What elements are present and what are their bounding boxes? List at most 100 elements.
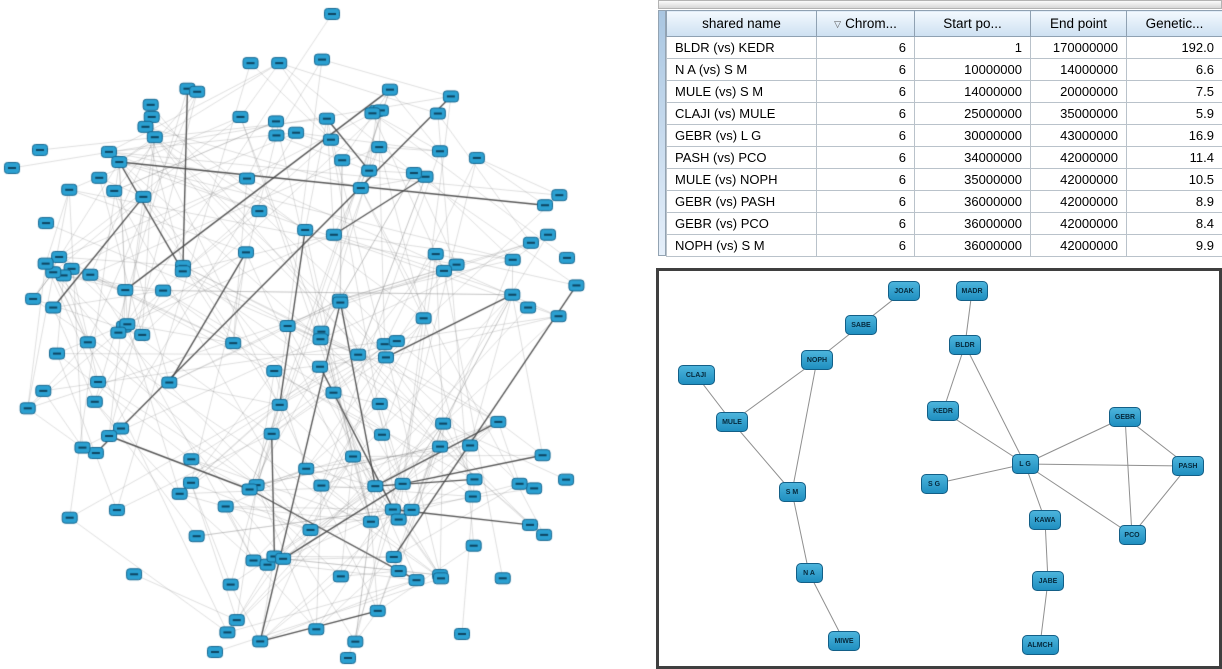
subnetwork-edge[interactable] bbox=[933, 463, 1026, 485]
table-cell: 6 bbox=[816, 146, 915, 169]
table-cell: 6 bbox=[816, 234, 915, 257]
subnetwork-edges-layer bbox=[695, 290, 1189, 646]
network-node-kedr[interactable]: KEDR bbox=[927, 401, 959, 421]
attribute-table: shared name ▽ Chrom... Start po... End po… bbox=[666, 10, 1222, 257]
table-cell: 6.6 bbox=[1126, 58, 1222, 81]
table-cell: 36000000 bbox=[914, 212, 1031, 235]
table-cell: 6 bbox=[816, 36, 915, 59]
table-cell: 10000000 bbox=[914, 58, 1031, 81]
table-cell: BLDR (vs) KEDR bbox=[666, 36, 817, 59]
table-row[interactable]: GEBR (vs) PCO 6 36000000 42000000 8.4 bbox=[666, 212, 1222, 235]
network-node-claji[interactable]: CLAJI bbox=[677, 365, 715, 385]
subnetwork-edge[interactable] bbox=[1039, 580, 1049, 646]
network-node-almch[interactable]: ALMCH bbox=[1021, 635, 1059, 655]
table-row[interactable]: GEBR (vs) L G 6 30000000 43000000 16.9 bbox=[666, 124, 1222, 147]
table-row[interactable]: BLDR (vs) KEDR 6 1 170000000 192.0 bbox=[666, 36, 1222, 59]
table-cell: 20000000 bbox=[1030, 80, 1127, 103]
table-cell: 42000000 bbox=[1030, 168, 1127, 191]
table-cell: 42000000 bbox=[1030, 146, 1127, 169]
table-cell: 7.5 bbox=[1126, 80, 1222, 103]
subnetwork-edge[interactable] bbox=[731, 359, 818, 423]
table-cell: MULE (vs) NOPH bbox=[666, 168, 817, 191]
network-node-n-a[interactable]: N A bbox=[795, 563, 823, 583]
table-cell: GEBR (vs) PASH bbox=[666, 190, 817, 213]
table-cell: 35000000 bbox=[1030, 102, 1127, 125]
subnetwork-edge[interactable] bbox=[791, 359, 818, 493]
network-node-noph[interactable]: NOPH bbox=[801, 350, 833, 370]
table-browser-panel: shared name ▽ Chrom... Start po... End po… bbox=[658, 0, 1222, 260]
table-cell: 6 bbox=[816, 168, 915, 191]
large-network-canvas[interactable] bbox=[0, 0, 656, 669]
table-row[interactable]: PASH (vs) PCO 6 34000000 42000000 11.4 bbox=[666, 146, 1222, 169]
table-cell: 42000000 bbox=[1030, 212, 1127, 235]
network-node-pash[interactable]: PASH bbox=[1172, 456, 1204, 476]
table-cell: 6 bbox=[816, 58, 915, 81]
subnetwork-edge[interactable] bbox=[808, 572, 845, 642]
filter-icon[interactable]: ▽ bbox=[834, 19, 842, 29]
column-label: Genetic... bbox=[1145, 16, 1204, 31]
table-cell: CLAJI (vs) MULE bbox=[666, 102, 817, 125]
network-node-sabe[interactable]: SABE bbox=[845, 315, 877, 335]
network-node-joak[interactable]: JOAK bbox=[888, 281, 920, 301]
table-row[interactable]: CLAJI (vs) MULE 6 25000000 35000000 5.9 bbox=[666, 102, 1222, 125]
column-header-end-point[interactable]: End point bbox=[1030, 10, 1127, 37]
table-body: BLDR (vs) KEDR 6 1 170000000 192.0 N A (vs) S… bbox=[666, 36, 1222, 257]
network-node-s-g[interactable]: S G bbox=[920, 474, 948, 494]
table-row[interactable]: GEBR (vs) PASH 6 36000000 42000000 8.9 bbox=[666, 190, 1222, 213]
table-cell: 25000000 bbox=[914, 102, 1031, 125]
table-cell: 6 bbox=[816, 124, 915, 147]
table-cell: 11.4 bbox=[1126, 146, 1222, 169]
network-node-pco[interactable]: PCO bbox=[1118, 525, 1146, 545]
table-cell: 14000000 bbox=[914, 80, 1031, 103]
table-cell: PASH (vs) PCO bbox=[666, 146, 817, 169]
column-header-genetic[interactable]: Genetic... bbox=[1126, 10, 1222, 37]
column-header-chromosome[interactable]: ▽ Chrom... bbox=[816, 10, 915, 37]
subnetwork-edge[interactable] bbox=[1024, 416, 1126, 465]
table-cell: 42000000 bbox=[1030, 234, 1127, 257]
subnetwork-edge[interactable] bbox=[731, 421, 793, 493]
table-row[interactable]: MULE (vs) S M 6 14000000 20000000 7.5 bbox=[666, 80, 1222, 103]
table-vertical-scrollbar[interactable] bbox=[658, 10, 666, 256]
subnetwork-edge[interactable] bbox=[942, 344, 966, 412]
subnetwork-panel: JOAK MADR SABE NOPH BLDR CLAJI MULE KEDR GEBR L G… bbox=[656, 268, 1222, 669]
table-row[interactable]: NOPH (vs) S M 6 36000000 42000000 9.9 bbox=[666, 234, 1222, 257]
table-cell: 6 bbox=[816, 102, 915, 125]
column-label: Chrom... bbox=[845, 16, 897, 31]
table-cell: 14000000 bbox=[1030, 58, 1127, 81]
table-cell: 6 bbox=[816, 212, 915, 235]
column-label: End point bbox=[1049, 16, 1108, 31]
network-node-l-g[interactable]: L G bbox=[1011, 454, 1039, 474]
subnetwork-edge[interactable] bbox=[1124, 416, 1133, 536]
table-cell: N A (vs) S M bbox=[666, 58, 817, 81]
network-node-s-m[interactable]: S M bbox=[778, 482, 806, 502]
table-row[interactable]: N A (vs) S M 6 10000000 14000000 6.6 bbox=[666, 58, 1222, 81]
column-header-start-position[interactable]: Start po... bbox=[914, 10, 1031, 37]
column-header-shared-name[interactable]: shared name bbox=[666, 10, 817, 37]
subnetwork-edge[interactable] bbox=[791, 491, 810, 574]
network-node-miwe[interactable]: MIWE bbox=[828, 631, 860, 651]
subnetwork-edge[interactable] bbox=[1044, 519, 1049, 582]
table-horizontal-scrollbar[interactable] bbox=[658, 0, 1222, 9]
table-cell: GEBR (vs) PCO bbox=[666, 212, 817, 235]
subnetwork-edge[interactable] bbox=[1024, 463, 1133, 536]
network-node-mule[interactable]: MULE bbox=[716, 412, 748, 432]
table-cell: 8.4 bbox=[1126, 212, 1222, 235]
table-cell: 6 bbox=[816, 190, 915, 213]
table-header-row: shared name ▽ Chrom... Start po... End po… bbox=[666, 10, 1222, 37]
table-cell: 6 bbox=[816, 80, 915, 103]
network-node-madr[interactable]: MADR bbox=[956, 281, 988, 301]
table-cell: 170000000 bbox=[1030, 36, 1127, 59]
subnetwork-edge[interactable] bbox=[964, 344, 1026, 465]
subnetwork-edge[interactable] bbox=[1024, 463, 1189, 467]
subnetwork-edge[interactable] bbox=[1131, 465, 1189, 536]
table-cell: 34000000 bbox=[914, 146, 1031, 169]
table-cell: 5.9 bbox=[1126, 102, 1222, 125]
table-row[interactable]: MULE (vs) NOPH 6 35000000 42000000 10.5 bbox=[666, 168, 1222, 191]
table-cell: 30000000 bbox=[914, 124, 1031, 147]
network-node-kawa[interactable]: KAWA bbox=[1029, 510, 1061, 530]
network-node-jabe[interactable]: JABE bbox=[1032, 571, 1064, 591]
network-node-gebr[interactable]: GEBR bbox=[1109, 407, 1141, 427]
table-cell: 192.0 bbox=[1126, 36, 1222, 59]
network-node-bldr[interactable]: BLDR bbox=[949, 335, 981, 355]
